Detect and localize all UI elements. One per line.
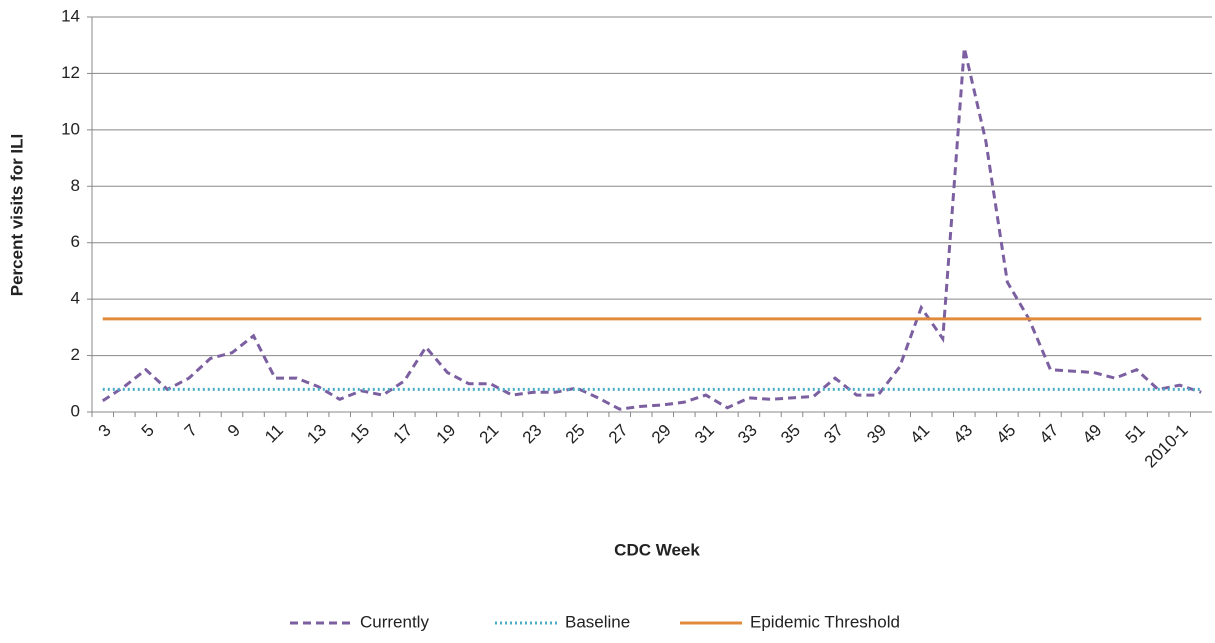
x-tick-label: 33 [734, 421, 761, 448]
x-tick-label: 47 [1036, 421, 1063, 448]
x-tick-label: 7 [181, 421, 201, 441]
y-tick-label: 10 [61, 119, 80, 138]
x-tick-label: 29 [648, 421, 675, 448]
x-tick-label: 9 [224, 421, 244, 441]
x-axis-label: CDC Week [614, 540, 700, 559]
x-tick-label: 17 [389, 421, 416, 448]
series-line [101, 47, 1202, 411]
x-tick-label: 35 [777, 421, 804, 448]
x-tick-label: 45 [993, 421, 1020, 448]
x-tick-label: 21 [476, 421, 503, 448]
x-tick-label: 43 [949, 421, 976, 448]
y-tick-label: 12 [61, 63, 80, 82]
legend-label: Baseline [565, 612, 630, 631]
x-tick-label: 27 [605, 421, 632, 448]
x-tick-label: 41 [906, 421, 933, 448]
x-tick-label: 13 [303, 421, 330, 448]
x-tick-label: 19 [433, 421, 460, 448]
y-axis-label: Percent visits for ILI [7, 134, 26, 297]
x-tick-label: 15 [346, 421, 373, 448]
x-tick-label: 31 [691, 421, 718, 448]
y-tick-label: 8 [71, 176, 80, 195]
x-tick-label: 25 [562, 421, 589, 448]
y-tick-label: 6 [71, 232, 80, 251]
y-tick-label: 4 [71, 289, 80, 308]
x-tick-label: 39 [863, 421, 890, 448]
x-tick-label: 49 [1079, 421, 1106, 448]
x-tick-label: 23 [519, 421, 546, 448]
x-tick-label: 3 [95, 421, 115, 441]
y-tick-label: 2 [71, 345, 80, 364]
x-tick-label: 2010-1 [1141, 421, 1192, 472]
y-tick-label: 14 [61, 6, 80, 25]
x-tick-label: 5 [138, 421, 158, 441]
y-tick-label: 0 [71, 401, 80, 420]
x-tick-label: 11 [261, 421, 287, 447]
x-tick-label: 51 [1122, 421, 1149, 448]
legend-label: Currently [360, 612, 429, 631]
legend-label: Epidemic Threshold [750, 612, 900, 631]
x-tick-label: 37 [820, 421, 847, 448]
